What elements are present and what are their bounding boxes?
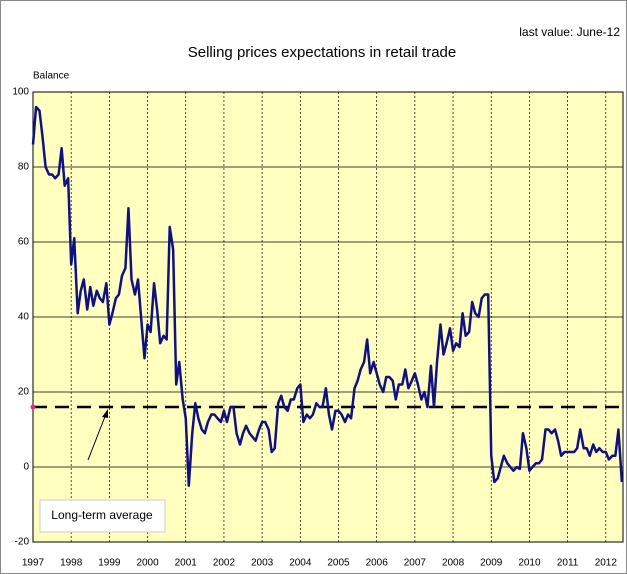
chart-title: Selling prices expectations in retail tr… [188, 44, 456, 61]
y-tick-label: 100 [12, 87, 29, 98]
x-tick-label: 2007 [404, 558, 427, 569]
y-tick-label: 20 [18, 387, 30, 398]
annotation-arrow [87, 413, 107, 461]
x-tick-label: 2008 [442, 558, 465, 569]
y-tick-label: 80 [18, 162, 30, 173]
annotation-box [39, 499, 166, 533]
subtitle: last value: June-12 [519, 25, 620, 39]
x-tick-label: 2001 [175, 558, 198, 569]
y-axis-label: Balance [33, 71, 70, 82]
x-tick-label: 1997 [22, 558, 45, 569]
annotation-arrowhead [102, 409, 108, 418]
x-tick-label: 2004 [289, 558, 312, 569]
annotation: Long-term average [51, 508, 153, 522]
x-tick-label: 1999 [98, 558, 121, 569]
x-tick-label: 2011 [557, 558, 579, 569]
y-tick-label: 0 [23, 462, 29, 473]
average-marker [30, 404, 36, 410]
x-tick-label: 2006 [366, 558, 389, 569]
x-tick-label: 2005 [327, 558, 350, 569]
x-tick-label: 1998 [60, 558, 83, 569]
data-line [31, 105, 624, 487]
x-tick-label: 2003 [251, 558, 274, 569]
x-tick-label: 2009 [480, 558, 503, 569]
y-tick-label: -20 [15, 537, 30, 548]
x-tick-label: 2002 [213, 558, 236, 569]
y-tick-label: 40 [18, 312, 30, 323]
x-tick-label: 2000 [136, 558, 159, 569]
x-tick-label: 2012 [595, 558, 618, 569]
x-tick-label: 2010 [518, 558, 541, 569]
y-tick-label: 60 [18, 237, 30, 248]
